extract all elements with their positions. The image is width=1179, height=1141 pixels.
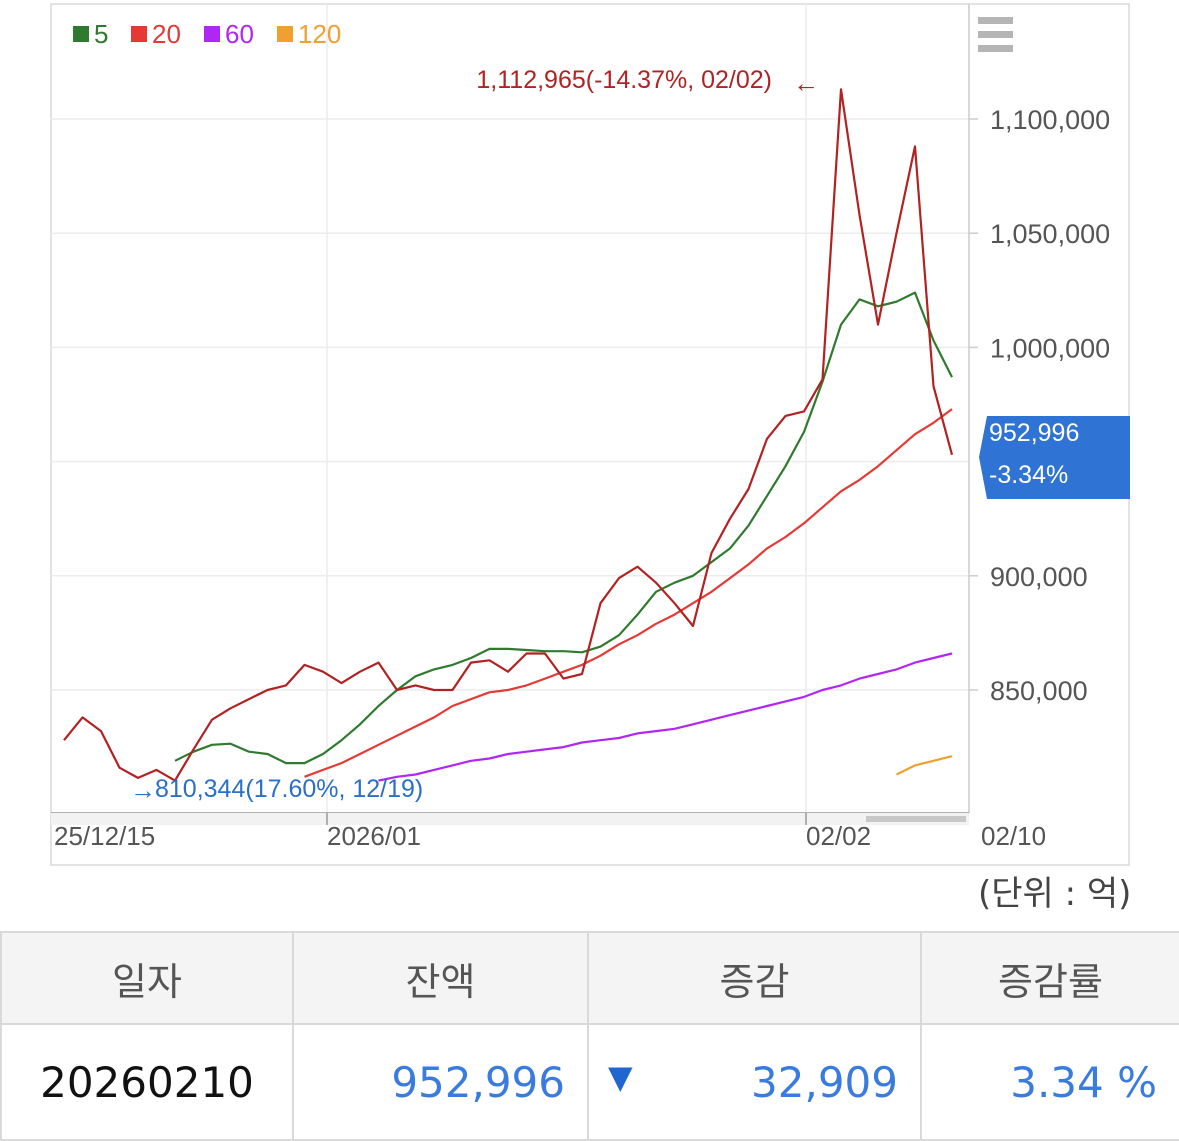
high-arrow-icon: ←: [793, 68, 819, 98]
x-tick-label: 02/02: [806, 821, 871, 851]
legend-label[interactable]: 60: [225, 19, 254, 49]
cell-balance: 952,996: [292, 1023, 589, 1141]
chart-frame: [50, 3, 1130, 866]
legend-label[interactable]: 20: [152, 19, 181, 49]
header-date: 일자: [0, 931, 294, 1025]
grid-lines: [51, 4, 969, 813]
series-line-20: [304, 408, 953, 778]
low-annotation-text: 810,344(17.60%, 12/19): [155, 775, 423, 803]
margin-balance-chart: 850,000 900,000 1,000,000 1,050,000 1,100,00…: [50, 3, 1130, 866]
legend-swatch: [131, 26, 147, 42]
x-tick-label: 2026/01: [327, 821, 421, 851]
y-tick-label: 1,000,000: [990, 333, 1110, 363]
series-line-120: [896, 755, 953, 776]
legend-swatch: [73, 26, 89, 42]
annotations: 1,112,965(-14.37%, 02/02) ← → 810,344(17.60…: [130, 66, 819, 805]
hamburger-icon[interactable]: [978, 17, 1013, 52]
legend-label[interactable]: 120: [298, 19, 341, 49]
x-tick-label: 25/12/15: [54, 821, 155, 851]
legend-label[interactable]: 5: [94, 19, 108, 49]
series-line-5: [174, 291, 953, 765]
down-arrow-icon: ▼: [608, 1057, 633, 1096]
series-lines: [63, 88, 954, 782]
y-tick-label: 900,000: [990, 562, 1088, 592]
balance-table: 일자 잔액 증감 증감률 20260210 952,996 ▼ 32,909 3.…: [0, 931, 1179, 1141]
navigator-handle[interactable]: [866, 816, 966, 822]
unit-label: (단위 : 억): [978, 874, 1132, 914]
cell-change-value: 32,909: [751, 1057, 898, 1107]
y-axis: 850,000 900,000 1,000,000 1,050,000 1,100,00…: [969, 105, 1110, 706]
series-line-balance: [63, 88, 954, 782]
high-annotation-text: 1,112,965(-14.37%, 02/02): [476, 66, 772, 94]
last-change-text: -3.34%: [989, 461, 1068, 489]
x-axis: 25/12/15 2026/01 02/02 02/10: [54, 813, 1046, 851]
last-value-tag-shape: [979, 416, 1130, 499]
last-value-text: 952,996: [989, 419, 1079, 447]
low-arrow-icon: →: [130, 775, 156, 805]
y-tick-label: 1,100,000: [990, 105, 1110, 135]
y-tick-label: 1,050,000: [990, 219, 1110, 249]
navigator-bar[interactable]: [51, 813, 969, 825]
header-change-rate: 증감률: [920, 931, 1179, 1025]
y-tick-label: 850,000: [990, 676, 1088, 706]
table-header-row: 일자 잔액 증감 증감률: [0, 931, 1179, 1025]
header-change: 증감: [587, 931, 922, 1025]
legend-swatch: [204, 26, 220, 42]
legend-swatch: [277, 26, 293, 42]
legend: 5 20 60 120: [73, 19, 341, 49]
cell-change-rate: 3.34 %: [920, 1023, 1179, 1141]
header-balance: 잔액: [292, 931, 589, 1025]
series-line-60: [378, 652, 953, 782]
x-tick-label: 02/10: [981, 821, 1046, 851]
cell-date: 20260210: [0, 1023, 294, 1141]
table-row: 20260210 952,996 ▼ 32,909 3.34 %: [0, 1023, 1179, 1141]
last-value-tag: 952,996 -3.34%: [979, 416, 1130, 499]
cell-change: ▼ 32,909: [587, 1023, 922, 1141]
